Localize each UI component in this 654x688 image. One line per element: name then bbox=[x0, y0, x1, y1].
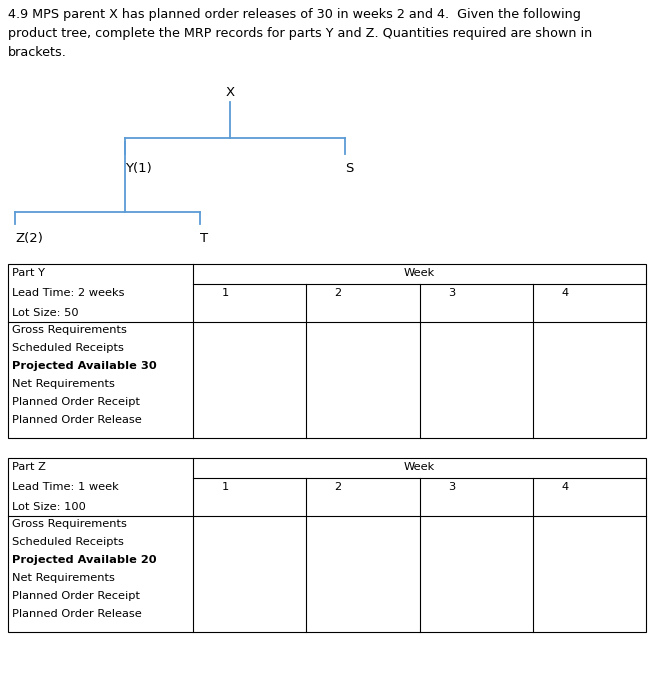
Text: 1: 1 bbox=[221, 482, 228, 492]
Text: X: X bbox=[226, 86, 235, 99]
Text: Planned Order Release: Planned Order Release bbox=[12, 415, 142, 425]
Text: Lot Size: 100: Lot Size: 100 bbox=[12, 502, 86, 512]
Text: Lot Size: 50: Lot Size: 50 bbox=[12, 308, 78, 318]
Bar bbox=[8, 458, 646, 632]
Text: T: T bbox=[200, 232, 208, 245]
Text: Scheduled Receipts: Scheduled Receipts bbox=[12, 537, 124, 547]
Text: Part Z: Part Z bbox=[12, 462, 46, 472]
Bar bbox=[8, 264, 646, 438]
Text: 4: 4 bbox=[561, 288, 568, 298]
Text: Y(1): Y(1) bbox=[125, 162, 152, 175]
Text: 3: 3 bbox=[448, 288, 455, 298]
Text: Lead Time: 2 weeks: Lead Time: 2 weeks bbox=[12, 288, 124, 298]
Text: Planned Order Receipt: Planned Order Receipt bbox=[12, 591, 140, 601]
Text: Gross Requirements: Gross Requirements bbox=[12, 325, 127, 335]
Text: Projected Available 30: Projected Available 30 bbox=[12, 361, 157, 371]
Text: 4.9 MPS parent X has planned order releases of 30 in weeks 2 and 4.  Given the f: 4.9 MPS parent X has planned order relea… bbox=[8, 8, 593, 59]
Text: 1: 1 bbox=[221, 288, 228, 298]
Text: S: S bbox=[345, 162, 353, 175]
Text: Z(2): Z(2) bbox=[15, 232, 43, 245]
Text: Lead Time: 1 week: Lead Time: 1 week bbox=[12, 482, 119, 492]
Text: Scheduled Receipts: Scheduled Receipts bbox=[12, 343, 124, 353]
Text: 2: 2 bbox=[335, 482, 341, 492]
Text: Net Requirements: Net Requirements bbox=[12, 573, 115, 583]
Text: Week: Week bbox=[404, 268, 435, 278]
Text: Planned Order Release: Planned Order Release bbox=[12, 609, 142, 619]
Text: 3: 3 bbox=[448, 482, 455, 492]
Text: 4: 4 bbox=[561, 482, 568, 492]
Text: Planned Order Receipt: Planned Order Receipt bbox=[12, 397, 140, 407]
Text: 2: 2 bbox=[335, 288, 341, 298]
Text: Net Requirements: Net Requirements bbox=[12, 379, 115, 389]
Text: Part Y: Part Y bbox=[12, 268, 45, 278]
Text: Gross Requirements: Gross Requirements bbox=[12, 519, 127, 529]
Text: Week: Week bbox=[404, 462, 435, 472]
Text: Projected Available 20: Projected Available 20 bbox=[12, 555, 156, 565]
